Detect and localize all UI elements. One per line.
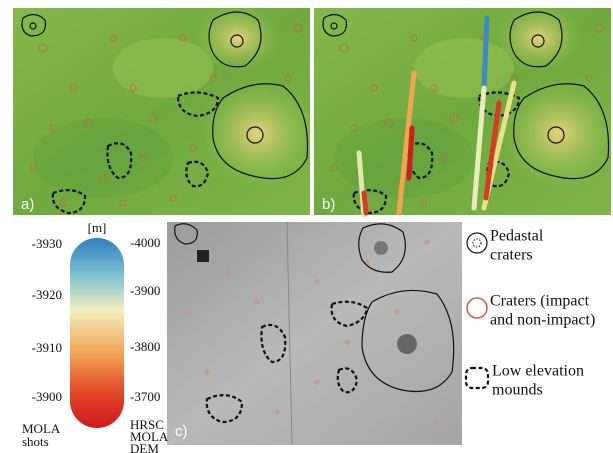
legend-label: and non-impact): [490, 312, 595, 329]
colorbar-unit: [m]: [88, 220, 107, 235]
right-tick-label: -3900: [130, 283, 160, 298]
panel-c: c): [167, 222, 462, 445]
left-tick-label: -3910: [32, 340, 62, 355]
left-tick-label: -3930: [32, 236, 62, 251]
legend-label: craters: [490, 247, 533, 264]
panel-label: a): [21, 196, 34, 213]
right-tick-label: -4000: [130, 235, 160, 250]
legend: Pedastal craters Craters (impact and non…: [466, 228, 595, 399]
legend-label: Pedastal: [490, 228, 544, 245]
colorbar: [m] -3930 -3920 -3910 -3900 -4000 -3900 …: [22, 220, 169, 453]
caption: DEM: [130, 441, 159, 453]
panel-label: c): [175, 423, 188, 440]
legend-label: Low elevation: [492, 363, 584, 380]
figure: a) b) c) [m] -3930 -3920 -3910 -3900 -40…: [0, 0, 613, 453]
left-tick-label: -3920: [32, 287, 62, 302]
right-tick-label: -3800: [130, 339, 160, 354]
right-tick-label: -3700: [130, 389, 160, 404]
panel-label: b): [322, 196, 335, 213]
left-tick-label: -3900: [32, 389, 62, 404]
panel-a: a): [13, 3, 318, 215]
caption: shots: [22, 434, 49, 449]
legend-label: mounds: [492, 382, 543, 399]
legend-label: Craters (impact: [490, 293, 590, 310]
panel-b: b): [314, 3, 613, 215]
